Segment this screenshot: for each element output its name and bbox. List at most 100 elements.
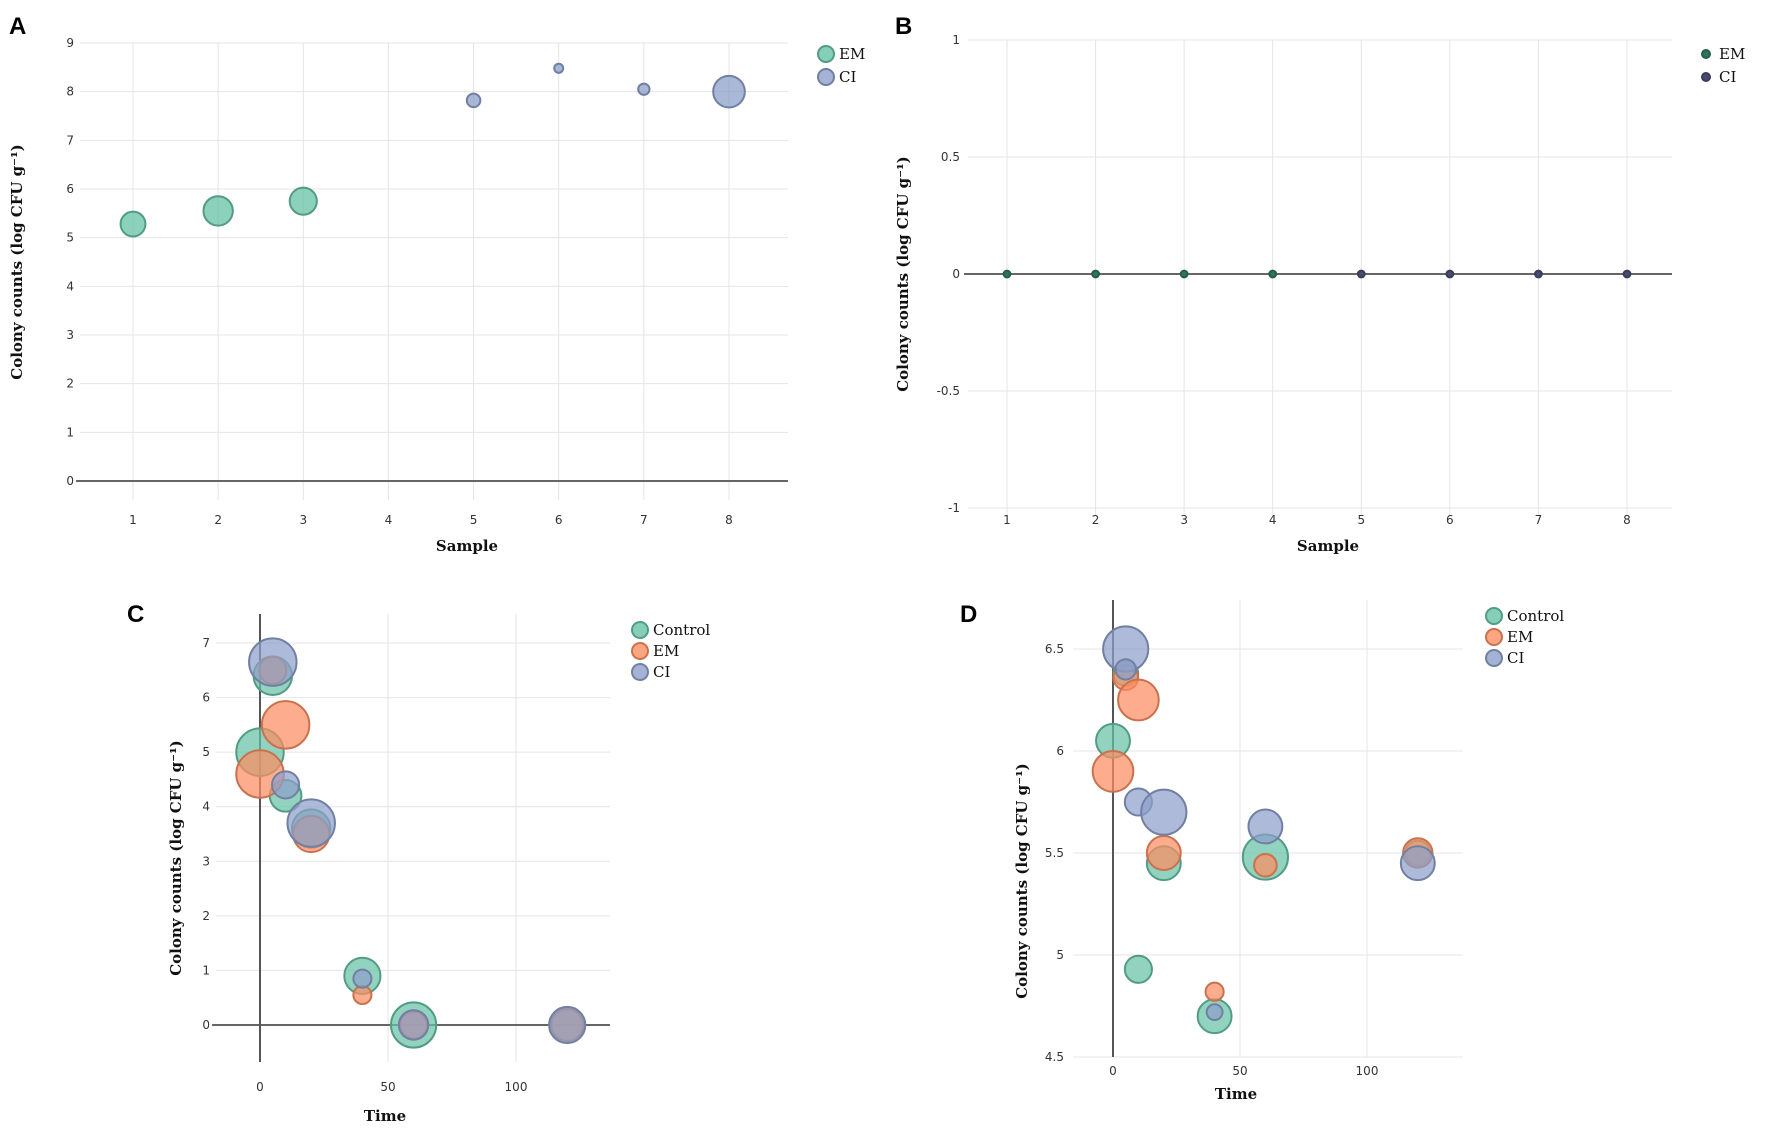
legend-marker-ci — [817, 68, 835, 86]
legend-label-em: EM — [653, 642, 679, 660]
y-tick-label: 6 — [202, 691, 210, 705]
bubble-ci — [352, 968, 373, 989]
y-tick-label: 5 — [1056, 948, 1064, 962]
x-tick-label: 3 — [299, 513, 307, 527]
bubble-em — [1179, 269, 1189, 279]
legend-marker-ci — [1701, 72, 1711, 82]
bubble-em — [1145, 835, 1182, 871]
legend-marker-em — [1701, 49, 1711, 59]
bubble-ci — [1534, 269, 1543, 279]
bubble-em — [202, 195, 234, 227]
y-tick-label: 1 — [66, 425, 74, 439]
bubble-em — [1002, 269, 1012, 279]
y-tick-label: 1 — [952, 33, 960, 47]
y-tick-label: 5 — [202, 745, 210, 759]
x-tick-label: 4 — [1269, 513, 1277, 527]
bubble-ci — [1356, 269, 1366, 279]
chart-panel-a: A 0 1 2 3 4 5 6 7 8 9 1 2 3 4 5 6 7 8 EM CI Colony counts (lo… — [8, 13, 865, 555]
legend-label-ci: CI — [1719, 68, 1736, 86]
x-tick-label: 50 — [1232, 1064, 1247, 1078]
y-tick-label: 3 — [66, 328, 74, 342]
panel-label: D — [960, 601, 977, 628]
x-tick-label: 8 — [1623, 513, 1631, 527]
y-tick-label: 0 — [66, 474, 74, 488]
x-axis-title: Time — [1215, 1085, 1257, 1103]
bubble-ci — [1622, 269, 1632, 279]
y-tick-label: 5 — [66, 231, 74, 245]
x-axis-title: Time — [364, 1107, 406, 1125]
legend-label-em: EM — [839, 45, 865, 63]
y-tick-label: 0 — [952, 267, 960, 281]
y-tick-label: 9 — [66, 36, 74, 50]
x-tick-label: 8 — [725, 513, 733, 527]
y-tick-label: 4.5 — [1045, 1050, 1064, 1064]
x-tick-label: 100 — [505, 1080, 528, 1094]
legend-label-control: Control — [653, 621, 710, 639]
x-tick-label: 2 — [214, 513, 222, 527]
legend-label-ci: CI — [653, 663, 670, 681]
x-tick-label: 0 — [256, 1080, 264, 1094]
y-tick-label: 3 — [202, 854, 210, 868]
bubble-em — [1268, 269, 1278, 279]
x-tick-label: 3 — [1180, 513, 1188, 527]
chart-panel-d: D 4.5 5 5.5 6 6.5 0 50 100 Control EM CI Colony coun… — [960, 600, 1564, 1103]
legend-marker-ci — [631, 663, 649, 681]
y-tick-label: 6 — [1056, 744, 1064, 758]
legend-marker-control — [1485, 607, 1503, 625]
y-tick-label: 6.5 — [1045, 642, 1064, 656]
x-tick-label: 6 — [1446, 513, 1454, 527]
y-tick-label: 7 — [66, 133, 74, 147]
bubble-em — [1204, 981, 1225, 1002]
legend-label-ci: CI — [839, 68, 856, 86]
x-axis-title: Sample — [436, 537, 498, 555]
legend-marker-em — [1485, 628, 1503, 646]
bubble-ci — [271, 770, 301, 800]
panel-label: B — [895, 13, 912, 40]
y-tick-label: 8 — [66, 85, 74, 99]
x-tick-label: 50 — [380, 1080, 395, 1094]
bubble-control — [1123, 954, 1153, 984]
bubble-ci — [397, 1009, 430, 1041]
legend-marker-em — [631, 642, 649, 660]
chart-panel-c: C 0 1 2 3 4 5 6 7 0 50 100 Control EM CI Colony counts … — [127, 601, 710, 1125]
y-tick-label: 4 — [66, 279, 74, 293]
x-tick-label: 5 — [470, 513, 478, 527]
legend-marker-ci — [1485, 649, 1503, 667]
y-tick-label: 2 — [66, 377, 74, 391]
bubble-ci — [553, 62, 565, 74]
y-tick-label: 0 — [202, 1018, 210, 1032]
x-tick-label: 2 — [1092, 513, 1100, 527]
x-tick-label: 1 — [129, 513, 137, 527]
bubble-em — [1091, 750, 1135, 793]
legend-label-em: EM — [1507, 628, 1533, 646]
y-axis-title: Colony counts (log CFU g⁻¹) — [894, 156, 912, 392]
x-tick-label: 4 — [385, 513, 393, 527]
legend-marker-em — [817, 45, 835, 63]
chart-panel-b: B -1 -0.5 0 0.5 1 1 2 3 4 5 6 7 8 EM CI Colony counts (l… — [894, 13, 1745, 555]
x-tick-label: 0 — [1109, 1064, 1117, 1078]
bubble-ci — [1445, 269, 1455, 279]
y-tick-label: -1 — [948, 501, 960, 515]
bubble-ci — [465, 92, 482, 109]
legend-marker-control — [631, 621, 649, 639]
bubble-em — [119, 210, 147, 238]
bubble-ci — [1205, 1003, 1224, 1022]
x-tick-label: 7 — [640, 513, 648, 527]
y-tick-label: 5.5 — [1045, 846, 1064, 860]
panel-label: A — [9, 13, 26, 40]
x-tick-label: 100 — [1356, 1064, 1379, 1078]
x-axis-title: Sample — [1297, 537, 1359, 555]
legend-label-control: Control — [1507, 607, 1564, 625]
y-axis-title: Colony counts (log CFU g⁻¹) — [167, 740, 185, 976]
panel-label: C — [127, 601, 144, 628]
y-tick-label: 2 — [202, 909, 210, 923]
y-tick-label: 0.5 — [941, 150, 960, 164]
bubble-em — [1253, 852, 1278, 878]
y-axis-title: Colony counts (log CFU g⁻¹) — [1013, 763, 1031, 999]
legend-label-em: EM — [1719, 45, 1745, 63]
y-tick-label: -0.5 — [937, 384, 960, 398]
y-tick-label: 6 — [66, 182, 74, 196]
bubble-ci — [286, 798, 336, 848]
y-axis-title: Colony counts (log CFU g⁻¹) — [8, 144, 26, 380]
y-tick-label: 4 — [202, 800, 210, 814]
